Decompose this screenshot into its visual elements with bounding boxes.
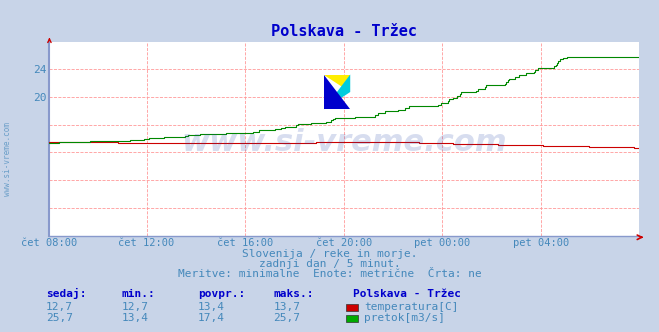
Text: maks.:: maks.: xyxy=(273,289,314,299)
Text: 12,7: 12,7 xyxy=(122,302,149,312)
Text: povpr.:: povpr.: xyxy=(198,289,245,299)
Title: Polskava - Tržec: Polskava - Tržec xyxy=(272,24,417,39)
Text: Meritve: minimalne  Enote: metrične  Črta: ne: Meritve: minimalne Enote: metrične Črta:… xyxy=(178,269,481,279)
Text: 13,7: 13,7 xyxy=(273,302,301,312)
Text: www.si-vreme.com: www.si-vreme.com xyxy=(181,128,507,157)
Text: min.:: min.: xyxy=(122,289,156,299)
Text: 17,4: 17,4 xyxy=(198,313,225,323)
Text: 13,4: 13,4 xyxy=(122,313,149,323)
Text: temperatura[C]: temperatura[C] xyxy=(364,302,458,312)
Text: Polskava - Tržec: Polskava - Tržec xyxy=(353,289,461,299)
Text: 13,4: 13,4 xyxy=(198,302,225,312)
Text: sedaj:: sedaj: xyxy=(46,288,86,299)
Text: 12,7: 12,7 xyxy=(46,302,73,312)
Text: zadnji dan / 5 minut.: zadnji dan / 5 minut. xyxy=(258,259,401,269)
Text: www.si-vreme.com: www.si-vreme.com xyxy=(3,123,13,196)
Text: Slovenija / reke in morje.: Slovenija / reke in morje. xyxy=(242,249,417,259)
Text: pretok[m3/s]: pretok[m3/s] xyxy=(364,313,445,323)
Polygon shape xyxy=(324,74,350,92)
Polygon shape xyxy=(324,74,350,110)
Text: 25,7: 25,7 xyxy=(273,313,301,323)
Text: 25,7: 25,7 xyxy=(46,313,73,323)
Polygon shape xyxy=(324,74,350,110)
